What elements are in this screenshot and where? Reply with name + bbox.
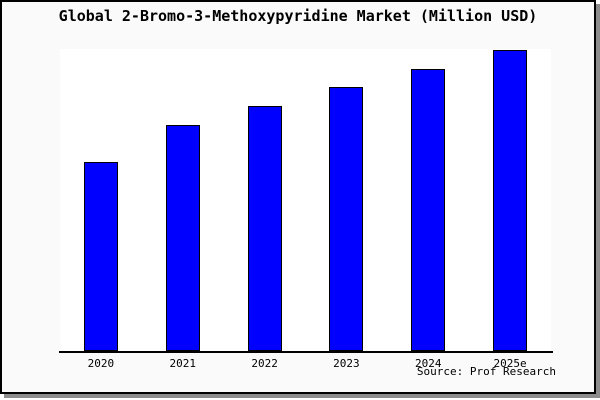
bar-2020 [83, 162, 118, 351]
plot-area [60, 49, 551, 351]
bar-2025e [493, 50, 528, 351]
x-axis-ticks: 2020 2021 2022 2023 2024 2025e [60, 357, 551, 372]
x-tick-label-2021: 2021 [169, 357, 197, 370]
bar-2022 [247, 106, 282, 351]
x-tick-label-2020: 2020 [87, 357, 115, 370]
chart-title: Global 2-Bromo-3-Methoxypyridine Market … [58, 7, 538, 25]
x-tick-label-2024: 2024 [415, 357, 442, 370]
chart-frame: Global 2-Bromo-3-Methoxypyridine Market … [0, 0, 596, 394]
bar-2024 [411, 69, 446, 351]
bar-2023 [329, 87, 364, 351]
x-tick-label-2023: 2023 [333, 357, 360, 370]
x-tick-label-2022: 2022 [251, 357, 278, 370]
bar-2021 [165, 125, 200, 351]
x-axis-line [59, 351, 553, 353]
source-credit: Source: Prof Research [416, 365, 556, 378]
x-tick-label-2025e: 2025e [493, 357, 527, 370]
